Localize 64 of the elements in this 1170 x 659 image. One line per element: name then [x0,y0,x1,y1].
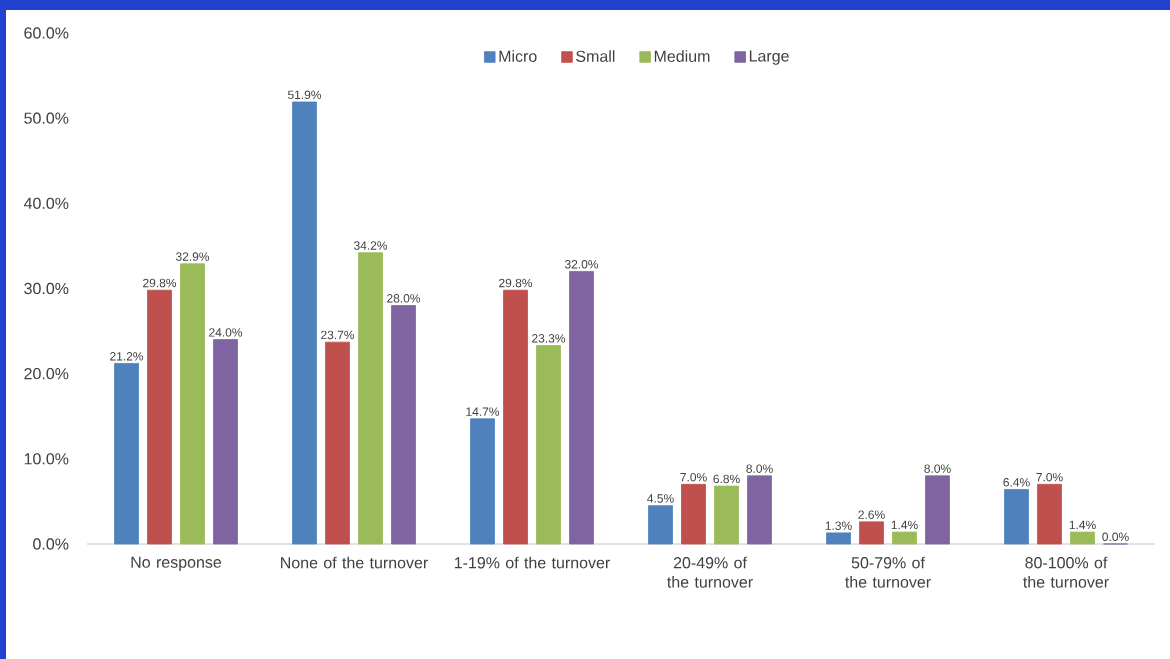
y-tick-label: 50.0% [24,112,69,124]
bar [569,271,594,545]
bar [114,363,139,545]
bar [747,475,772,545]
legend-label: Large [749,50,789,65]
legend-label: Small [576,50,615,62]
data-label: 29.8% [143,278,177,288]
bar [358,252,383,545]
y-tick-label: 0.0% [33,538,69,550]
x-tick-label: 1-19% of the turnover [454,556,610,569]
bar [714,485,739,545]
x-tick-label: 80-100% of the turnover [1023,556,1109,588]
data-label: 7.0% [680,472,707,482]
data-label: 24.0% [209,328,243,337]
data-label: 1.3% [825,521,852,530]
data-label: 34.2% [353,241,388,250]
data-label: 23.3% [532,334,566,343]
bar [826,532,851,545]
bar [147,289,172,545]
bar [180,263,205,545]
data-label: 1.4% [1069,520,1096,530]
data-label: 21.2% [110,352,144,361]
bar [391,305,416,545]
y-tick-label: 40.0% [23,197,69,209]
data-label: 6.8% [713,474,740,484]
bar [470,418,495,545]
data-label: 14.7% [466,407,500,416]
bar [681,483,706,545]
x-tick-label: No response [131,556,222,572]
data-label: 4.5% [647,494,674,503]
bar [925,475,950,545]
bar [859,521,884,545]
bar [503,289,528,545]
data-label: 8.0% [746,464,773,473]
data-label: 0.0% [1102,532,1129,542]
bar [892,531,917,545]
y-tick-label: 20.0% [24,367,69,380]
data-label: 1.4% [891,520,918,530]
x-tick-label: None of the turnover [281,556,428,569]
data-label: 7.0% [1036,472,1063,482]
bar [536,345,561,545]
bar [325,341,350,545]
data-label: 51.9% [287,90,322,100]
bar [1070,531,1095,545]
x-tick-label: 50-79% of the turnover [845,556,931,588]
bar [1037,483,1062,545]
legend-label: Medium [654,50,710,62]
data-label: 8.0% [924,464,951,473]
y-tick-label: 10.0% [24,453,69,465]
legend-label: Micro [499,50,537,62]
data-label: 28.0% [387,294,421,303]
bar [648,505,673,545]
y-tick-label: 60.0% [24,27,69,39]
bar [213,339,238,545]
data-label: 2.6% [858,510,885,519]
data-label: 32.9% [175,252,210,261]
x-tick-label: 20-49% of the turnover [667,556,753,588]
bar [292,101,317,545]
y-tick-label: 30.0% [24,282,69,295]
data-label: 32.0% [564,260,599,269]
bar [1004,489,1029,545]
data-label: 6.4% [1003,478,1030,487]
data-label: 29.8% [499,278,533,288]
data-label: 23.7% [321,330,355,340]
